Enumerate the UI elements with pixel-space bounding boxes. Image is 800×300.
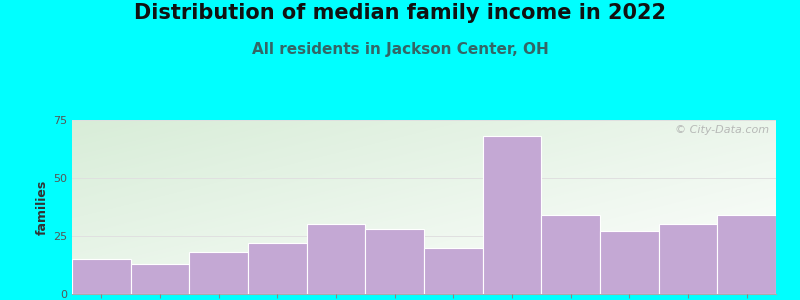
Bar [130, 264, 190, 294]
Bar [190, 252, 248, 294]
Bar [306, 224, 366, 294]
Bar [366, 229, 424, 294]
Text: © City-Data.com: © City-Data.com [675, 125, 769, 135]
Bar [600, 231, 658, 294]
Bar [482, 136, 542, 294]
Bar [718, 215, 776, 294]
Bar [248, 243, 306, 294]
Bar [658, 224, 718, 294]
Y-axis label: families: families [36, 179, 49, 235]
Text: Distribution of median family income in 2022: Distribution of median family income in … [134, 3, 666, 23]
Text: All residents in Jackson Center, OH: All residents in Jackson Center, OH [252, 42, 548, 57]
Bar [542, 215, 600, 294]
Bar [424, 248, 482, 294]
Bar [72, 259, 130, 294]
